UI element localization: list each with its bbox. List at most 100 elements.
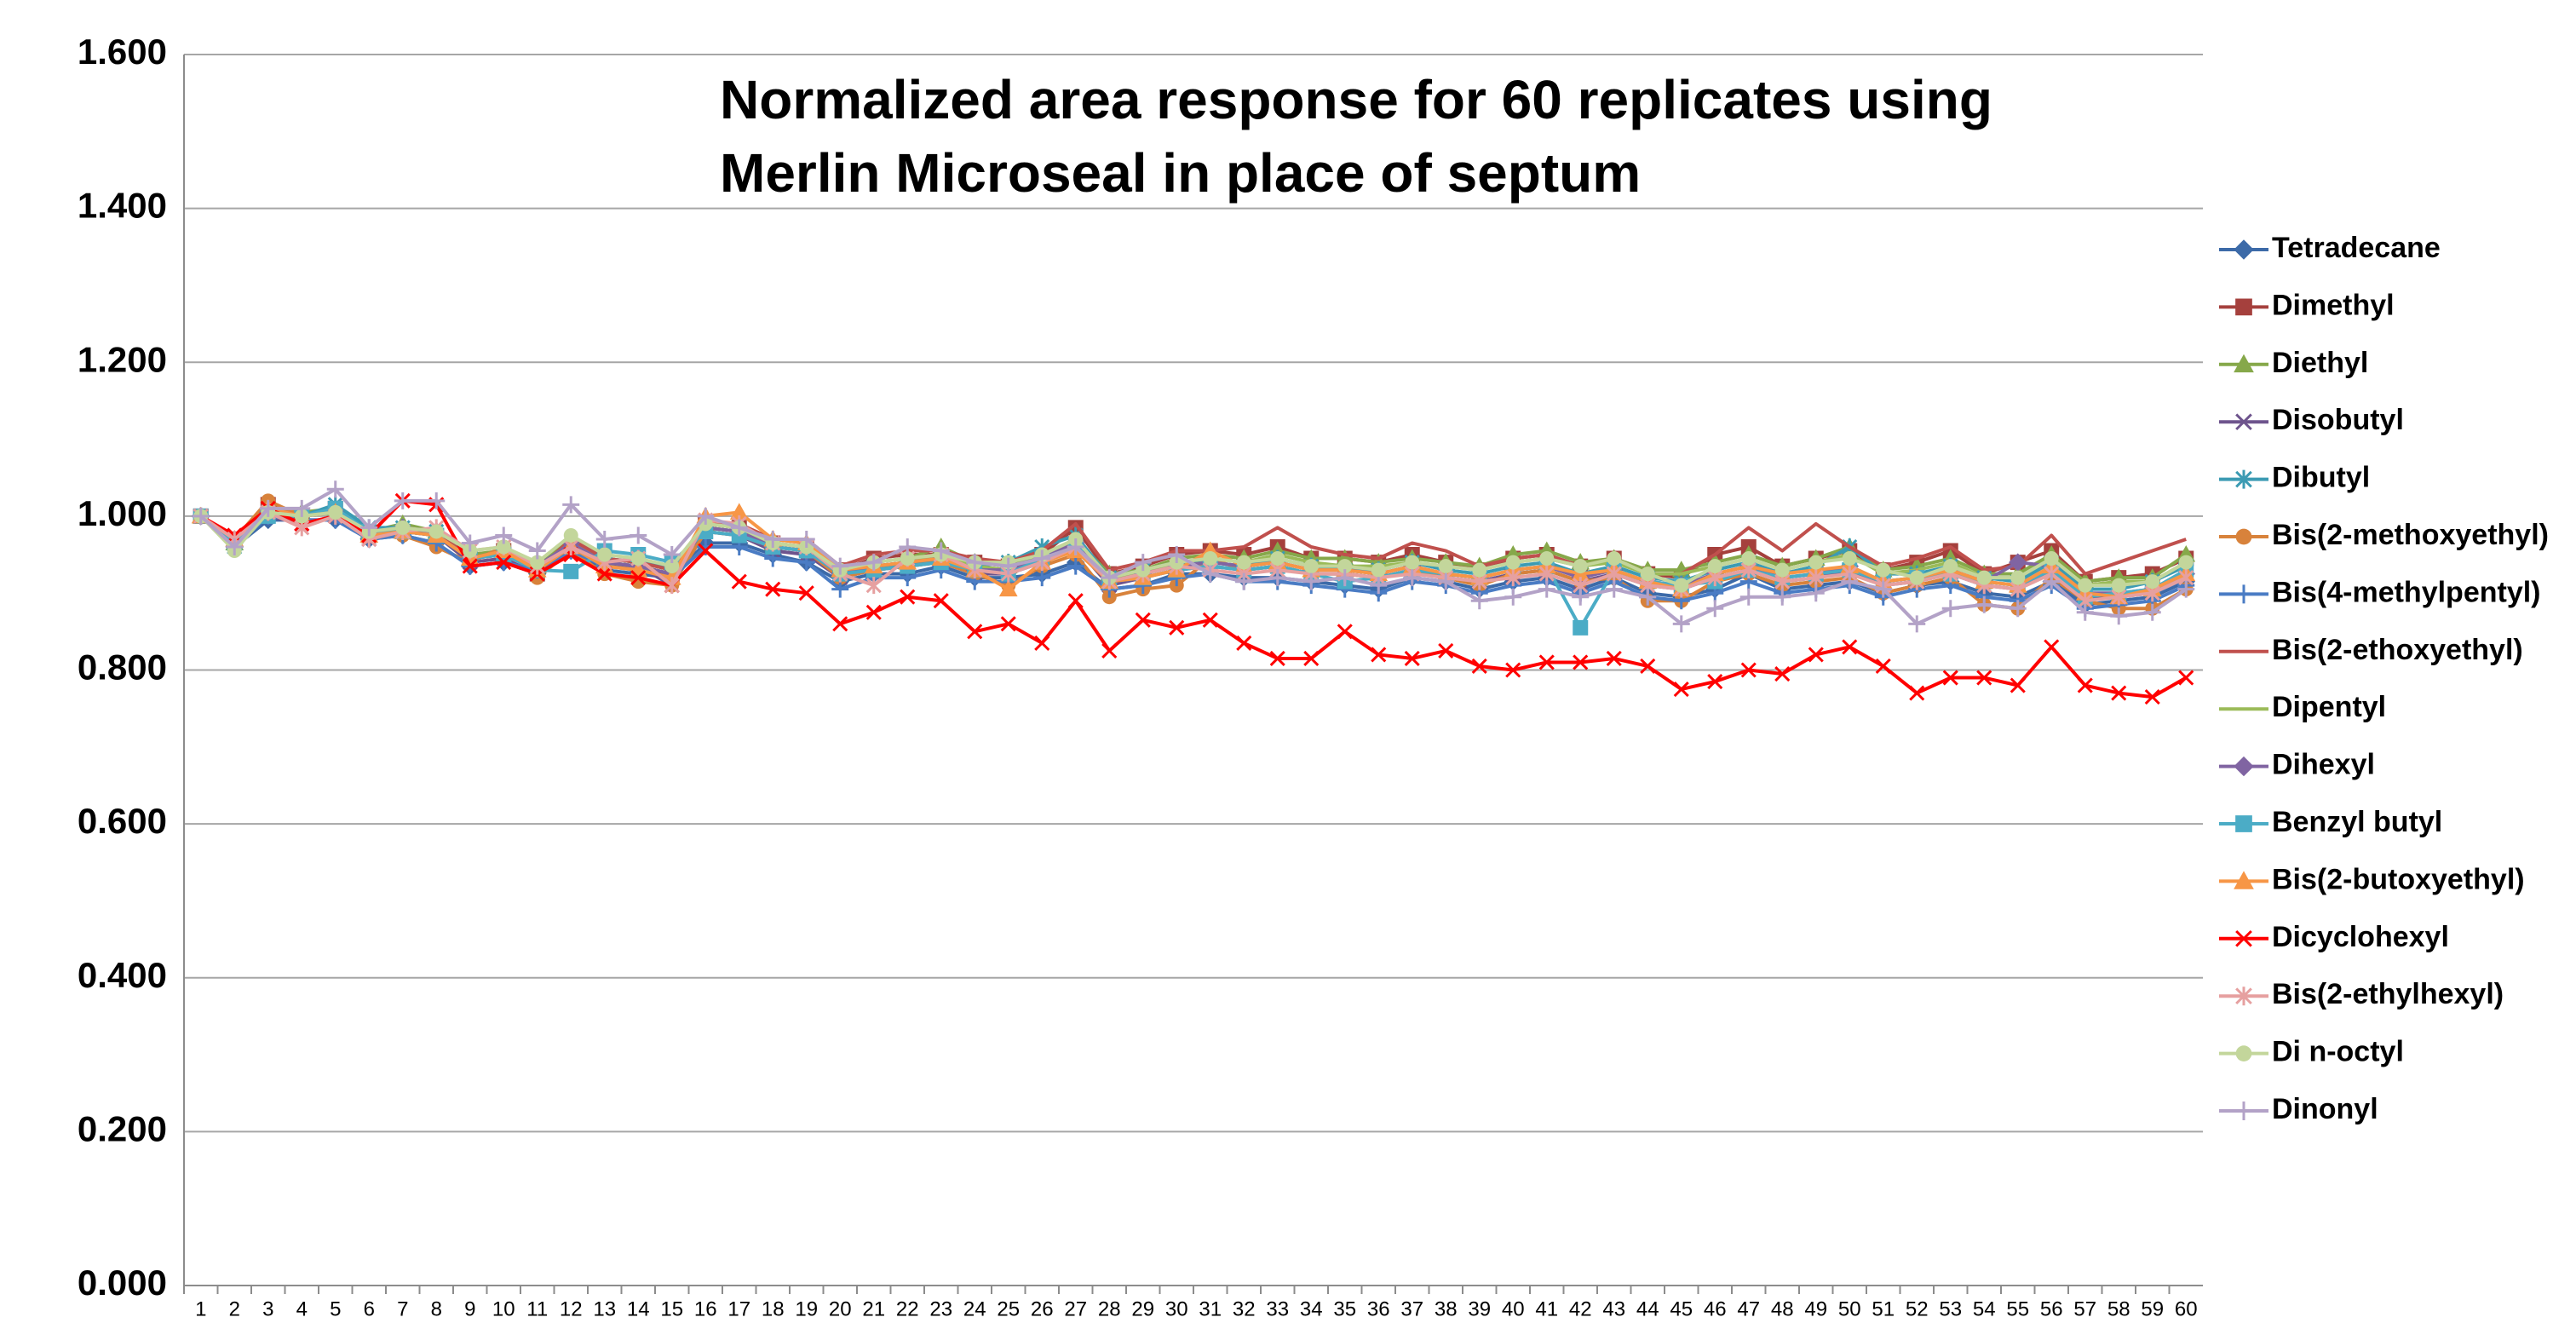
y-tick-label: 1.200 <box>78 339 167 379</box>
x-tick-label: 7 <box>397 1297 408 1320</box>
y-tick-label: 1.600 <box>78 32 167 72</box>
data-point <box>1303 559 1319 574</box>
series-line <box>199 487 2188 626</box>
data-point <box>1909 685 1925 701</box>
data-point <box>562 496 580 514</box>
legend-marker <box>2234 239 2254 260</box>
x-tick-label: 6 <box>364 1297 375 1320</box>
data-point <box>328 504 343 520</box>
x-tick-label: 11 <box>526 1297 548 1320</box>
x-tick-label: 14 <box>627 1297 650 1320</box>
data-point <box>1337 624 1353 640</box>
data-point <box>865 554 883 572</box>
data-point <box>966 554 984 572</box>
x-tick-label: 43 <box>1602 1297 1625 1320</box>
x-tick-label: 60 <box>2175 1297 2198 1320</box>
x-tick-label: 29 <box>1131 1297 1154 1320</box>
data-point <box>326 480 344 498</box>
data-point <box>1371 562 1386 578</box>
data-point <box>1706 600 1724 618</box>
data-point <box>428 492 446 509</box>
data-point <box>2178 555 2194 570</box>
data-point <box>1101 642 1118 659</box>
data-point <box>2044 551 2059 567</box>
legend-label: Disobutyl <box>2272 404 2404 436</box>
data-point <box>1203 551 1218 567</box>
data-point <box>1236 635 1252 651</box>
data-point <box>360 519 378 537</box>
x-tick-label: 19 <box>795 1297 818 1320</box>
legend-marker <box>2235 298 2252 316</box>
data-point <box>1438 559 1453 574</box>
x-tick-label: 22 <box>896 1297 919 1320</box>
x-tick-label: 52 <box>1906 1297 1929 1320</box>
legend-marker <box>2235 528 2252 545</box>
data-point <box>630 551 646 567</box>
data-point <box>1808 569 1824 587</box>
legend-label: Dihexyl <box>2272 749 2375 781</box>
x-tick-label: 36 <box>1367 1297 1390 1320</box>
data-point <box>1538 654 1555 670</box>
data-point <box>2111 685 2127 701</box>
data-point <box>900 589 916 605</box>
data-point <box>1943 559 1958 574</box>
data-point <box>1505 555 1521 570</box>
y-tick-label: 0.800 <box>78 647 167 687</box>
legend-label: Bis(2-methoxyethyl) <box>2272 519 2549 551</box>
x-tick-label: 51 <box>1872 1297 1895 1320</box>
legend-label: Dipentyl <box>2272 691 2386 723</box>
data-point <box>1471 658 1487 675</box>
legend-marker <box>2234 584 2253 604</box>
y-tick-label: 0.000 <box>78 1263 167 1303</box>
data-point <box>1572 588 1590 606</box>
data-point <box>1336 569 1354 587</box>
legend-label: Diethyl <box>2272 347 2368 379</box>
legend-marker <box>2235 815 2252 832</box>
x-tick-label: 38 <box>1435 1297 1458 1320</box>
data-point <box>1573 654 1589 670</box>
data-point <box>1942 670 1958 686</box>
data-point <box>1067 593 1084 609</box>
data-point <box>730 519 748 537</box>
legend-label: Benzyl butyl <box>2272 806 2442 838</box>
data-point <box>595 530 613 548</box>
data-point <box>1134 554 1152 572</box>
x-tick-label: 35 <box>1333 1297 1356 1320</box>
x-tick-label: 34 <box>1300 1297 1323 1320</box>
data-point <box>259 499 277 517</box>
data-point <box>2110 607 2128 625</box>
data-point <box>226 538 244 555</box>
data-point <box>933 593 949 609</box>
x-tick-label: 21 <box>862 1297 885 1320</box>
data-point <box>1605 580 1623 598</box>
data-point <box>1874 580 1892 598</box>
legend-marker <box>2235 1045 2252 1061</box>
data-point <box>1739 588 1757 606</box>
data-point <box>597 547 612 562</box>
x-tick-label: 9 <box>464 1297 475 1320</box>
data-point <box>2144 689 2160 705</box>
y-tick-label: 1.000 <box>78 493 167 533</box>
data-point <box>1774 562 1790 578</box>
data-point <box>831 580 849 598</box>
data-point <box>1672 615 1690 633</box>
data-point <box>530 555 545 570</box>
data-point <box>1370 577 1388 595</box>
x-tick-label: 31 <box>1199 1297 1222 1320</box>
data-point <box>1268 569 1286 587</box>
data-point <box>1168 546 1186 564</box>
data-point <box>1101 569 1118 587</box>
data-point <box>1673 682 1689 698</box>
data-point <box>797 530 815 548</box>
data-point <box>394 492 411 509</box>
y-tick-label: 0.200 <box>78 1108 167 1148</box>
data-point <box>428 524 444 539</box>
data-point <box>1067 538 1084 555</box>
data-point <box>1740 662 1757 678</box>
data-point <box>1909 570 1924 585</box>
data-point <box>563 527 578 543</box>
data-point <box>731 573 747 590</box>
series-line <box>199 498 2188 699</box>
legend-label: Bis(4-methylpentyl) <box>2272 576 2541 608</box>
